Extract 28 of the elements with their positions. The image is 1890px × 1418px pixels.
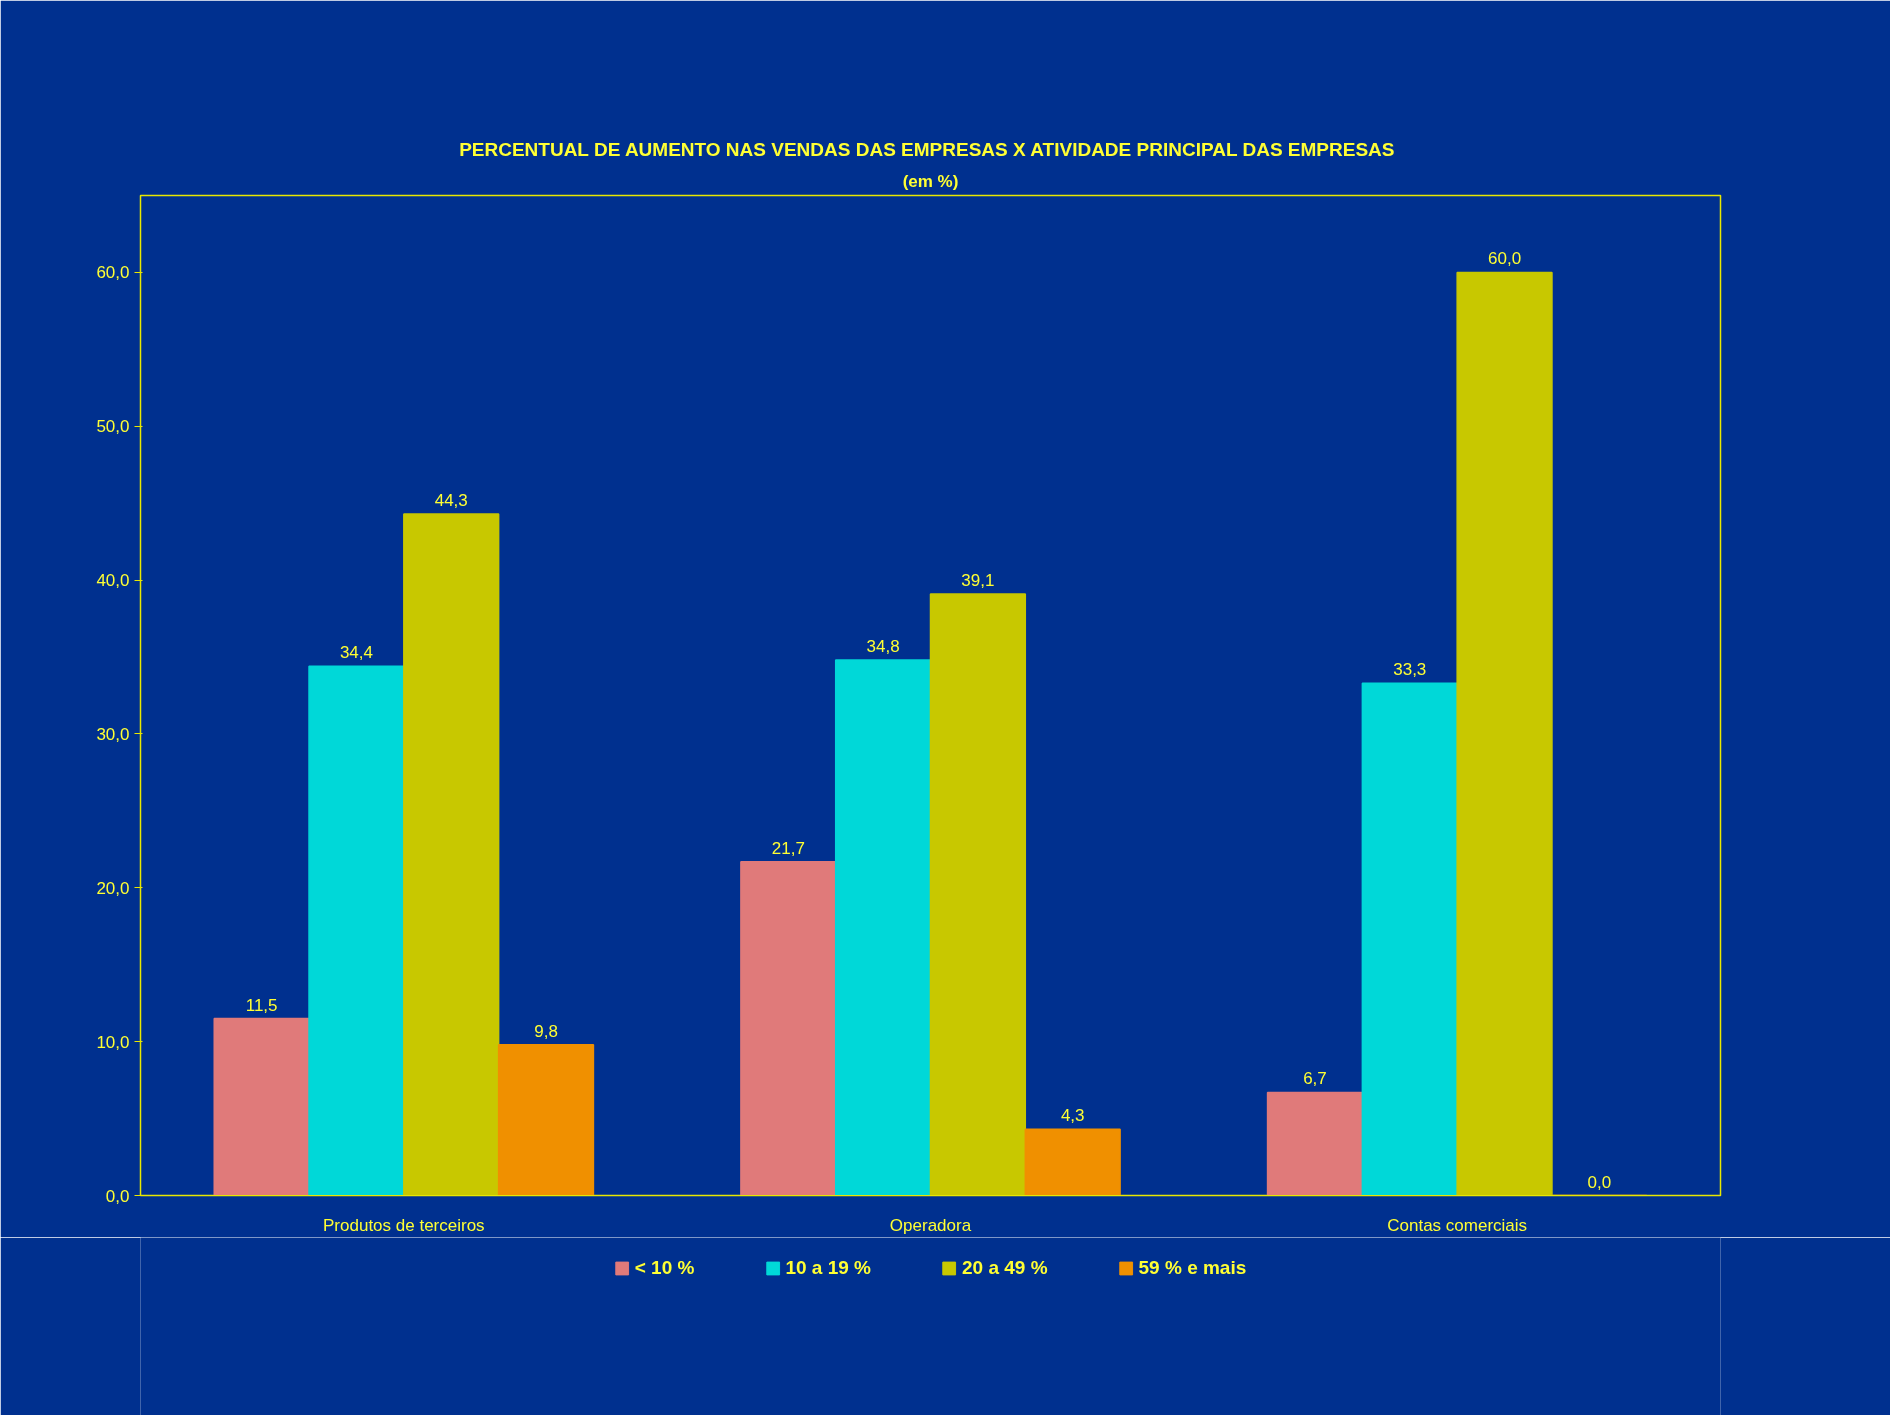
y-tick-label: 50,0 [96, 417, 130, 437]
legend-label: 10 a 19 % [785, 1257, 871, 1279]
y-tick-label: 0,0 [105, 1186, 130, 1206]
data-label: 11,5 [245, 995, 278, 1015]
chart-subtitle: (em %) [902, 171, 959, 191]
data-label: 34,4 [339, 643, 373, 663]
legend-label: 59 % e mais [1138, 1257, 1247, 1279]
data-label: 21,7 [771, 838, 805, 858]
data-label: 33,3 [1393, 660, 1427, 680]
y-tick-label: 60,0 [96, 263, 130, 283]
y-tick-label: 40,0 [96, 571, 130, 591]
data-label: 39,1 [961, 570, 995, 590]
data-label: 44,3 [434, 490, 468, 510]
data-label: 4,3 [1060, 1106, 1085, 1126]
legend-label: 20 a 49 % [961, 1257, 1048, 1279]
y-tick-label: 10,0 [96, 1032, 130, 1052]
x-tick-label: Produtos de terceiros [323, 1215, 485, 1235]
data-label: 34,8 [866, 637, 900, 657]
y-tick-label: 20,0 [96, 878, 130, 898]
y-tick-label: 30,0 [96, 724, 130, 744]
data-label: 9,8 [534, 1021, 558, 1041]
x-tick-label: Contas comerciais [1387, 1215, 1528, 1235]
data-label: 0,0 [1587, 1172, 1612, 1192]
data-label: 6,7 [1303, 1069, 1327, 1089]
legend-label: < 10 % [634, 1257, 695, 1279]
chart-title: PERCENTUAL DE AUMENTO NAS VENDAS DAS EMPRESAS X ATIVIDADE PRINCIPAL DAS EMPRESAS [459, 138, 1395, 160]
data-label: 60,0 [1488, 249, 1522, 269]
x-tick-label: Operadora [889, 1215, 972, 1235]
